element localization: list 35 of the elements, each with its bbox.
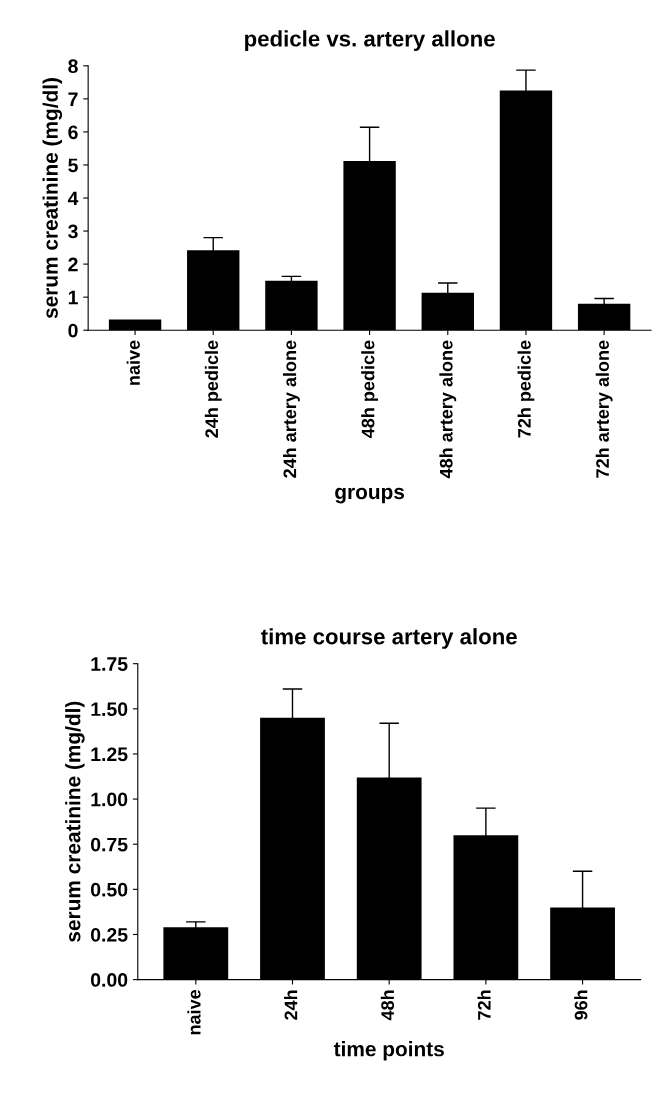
y-tick-label: 2	[68, 257, 78, 272]
y-tick-label: 1.75	[91, 657, 128, 671]
x-tick-label: 72h artery alone	[595, 340, 613, 478]
y-tick-label: 7	[68, 92, 78, 106]
x-axis-title: time points	[333, 1041, 444, 1061]
x-axis-title: groups	[335, 487, 405, 504]
x-tick-label: naive	[126, 340, 140, 385]
x-tick-label: 24h	[284, 990, 298, 1020]
y-tick-label: 5	[68, 158, 78, 173]
x-tick-label: 24h pedicle	[204, 340, 222, 438]
y-tick-label: 0.75	[90, 837, 128, 852]
y-tick-label: 0.00	[90, 973, 128, 987]
x-tick-label: 72h pedicle	[517, 340, 535, 438]
chart-title: pedicle vs. artery allone	[245, 30, 495, 51]
y-tick-label: 0.25	[90, 927, 128, 942]
y-tick-label: 1	[68, 290, 78, 305]
chart-title: time course artery alone	[261, 628, 517, 649]
y-tick-label: 1.00	[91, 792, 128, 807]
y-tick-label: 0	[68, 323, 78, 338]
x-tick-label: naive	[187, 989, 201, 1035]
x-tick-label: 48h	[380, 990, 395, 1021]
y-axis-title: serum creatinine (mg/dl)	[65, 701, 85, 942]
x-tick-label: 24h artery alone	[283, 340, 300, 478]
x-tick-label: 96h	[574, 990, 588, 1020]
y-tick-label: 0.50	[90, 882, 128, 897]
y-tick-label: 3	[68, 224, 78, 239]
y-axis-title: serum creatinine (mg/dl)	[42, 78, 63, 319]
y-tick-label: 6	[68, 125, 78, 140]
y-tick-label: 1.50	[91, 702, 128, 717]
y-tick-label: 1.25	[91, 747, 128, 762]
x-tick-label: 48h pedicle	[361, 340, 379, 438]
y-tick-label: 8	[68, 59, 78, 74]
x-tick-label: 48h artery alone	[439, 340, 457, 479]
x-tick-label: 72h	[477, 990, 491, 1020]
y-tick-label: 4	[67, 191, 79, 206]
